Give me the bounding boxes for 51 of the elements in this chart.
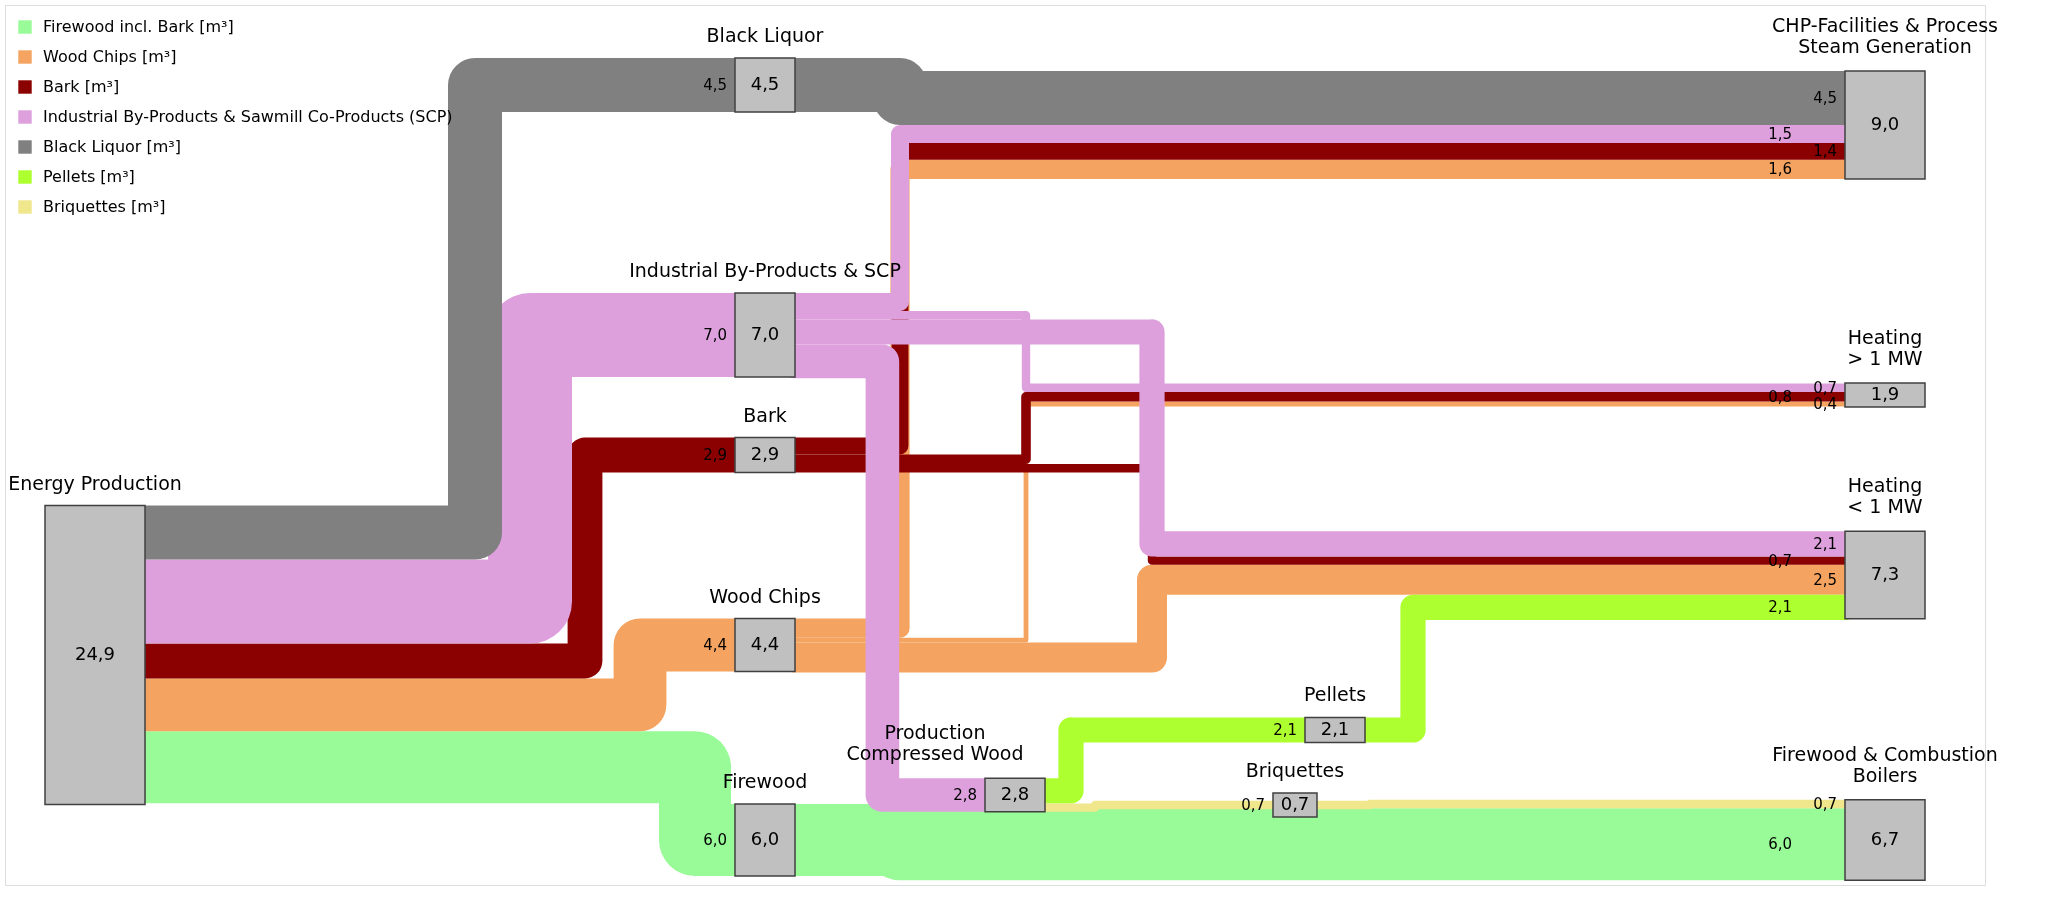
category-label: Industrial By-Products & SCP <box>629 259 901 281</box>
category-label: Firewood & Combustion Boilers <box>1772 742 1998 786</box>
data-label: 2,1 <box>1813 534 1837 553</box>
data-label: 1,4 <box>1813 142 1837 161</box>
data-label: 0,7 <box>1280 793 1310 814</box>
data-label: 7,3 <box>1870 563 1900 584</box>
legend-label: Pellets [m³] <box>43 167 135 186</box>
data-label: 0,7 <box>1813 378 1837 397</box>
data-label: 4,5 <box>750 73 780 94</box>
data-label: 0,8 <box>1768 387 1792 406</box>
legend-label: Bark [m³] <box>43 77 120 96</box>
legend-label: Wood Chips [m³] <box>43 47 177 66</box>
data-label: 0,7 <box>1768 551 1792 570</box>
data-label: 24,9 <box>74 643 116 664</box>
data-label: 4,5 <box>1813 89 1837 107</box>
data-label: 1,6 <box>1768 160 1792 179</box>
legend-label: Black Liquor [m³] <box>43 137 181 156</box>
data-label: 7,0 <box>703 326 727 344</box>
data-label: 4,4 <box>750 633 780 654</box>
data-label: 2,8 <box>953 786 977 804</box>
category-label: Production Compressed Wood <box>846 721 1024 765</box>
data-label: 0,7 <box>1813 795 1837 813</box>
category-label: Heating < 1 MW <box>1847 474 1923 518</box>
data-label: 2,9 <box>703 446 727 464</box>
data-label: 2,5 <box>1813 570 1837 589</box>
category-label: Energy Production <box>8 471 182 494</box>
data-label: 4,5 <box>703 76 727 94</box>
category-label: Pellets <box>1303 683 1367 706</box>
data-label: 1,5 <box>1768 125 1792 143</box>
category-label: Bark <box>743 403 787 426</box>
data-label: 2,1 <box>1768 598 1792 617</box>
category-label: Firewood <box>722 770 808 792</box>
data-label: 6,0 <box>750 828 780 849</box>
category-label: Briquettes <box>1245 759 1345 781</box>
category-label: Heating > 1 MW <box>1847 326 1923 369</box>
data-label: 6,0 <box>703 831 727 849</box>
data-label: 4,4 <box>703 636 727 654</box>
legend-label: Briquettes [m³] <box>43 197 166 216</box>
category-label: Black Liquor <box>706 24 824 46</box>
data-label: 9,0 <box>1870 113 1900 134</box>
data-label: 2,9 <box>750 443 780 464</box>
legend-label: Firewood incl. Bark [m³] <box>43 17 234 36</box>
data-label: 7,0 <box>750 323 780 344</box>
data-label: 2,8 <box>1000 783 1030 804</box>
data-label: 2,1 <box>1273 721 1297 739</box>
category-label: CHP-Facilities & Process Steam Generation <box>1772 14 1998 57</box>
legend-label: Industrial By-Products & Sawmill Co-Products (SCP) <box>43 107 453 126</box>
data-label: 1,9 <box>1870 383 1900 404</box>
category-label: Wood Chips <box>709 584 821 607</box>
data-label: 2,1 <box>1320 718 1350 739</box>
data-label: 6,7 <box>1870 828 1900 849</box>
